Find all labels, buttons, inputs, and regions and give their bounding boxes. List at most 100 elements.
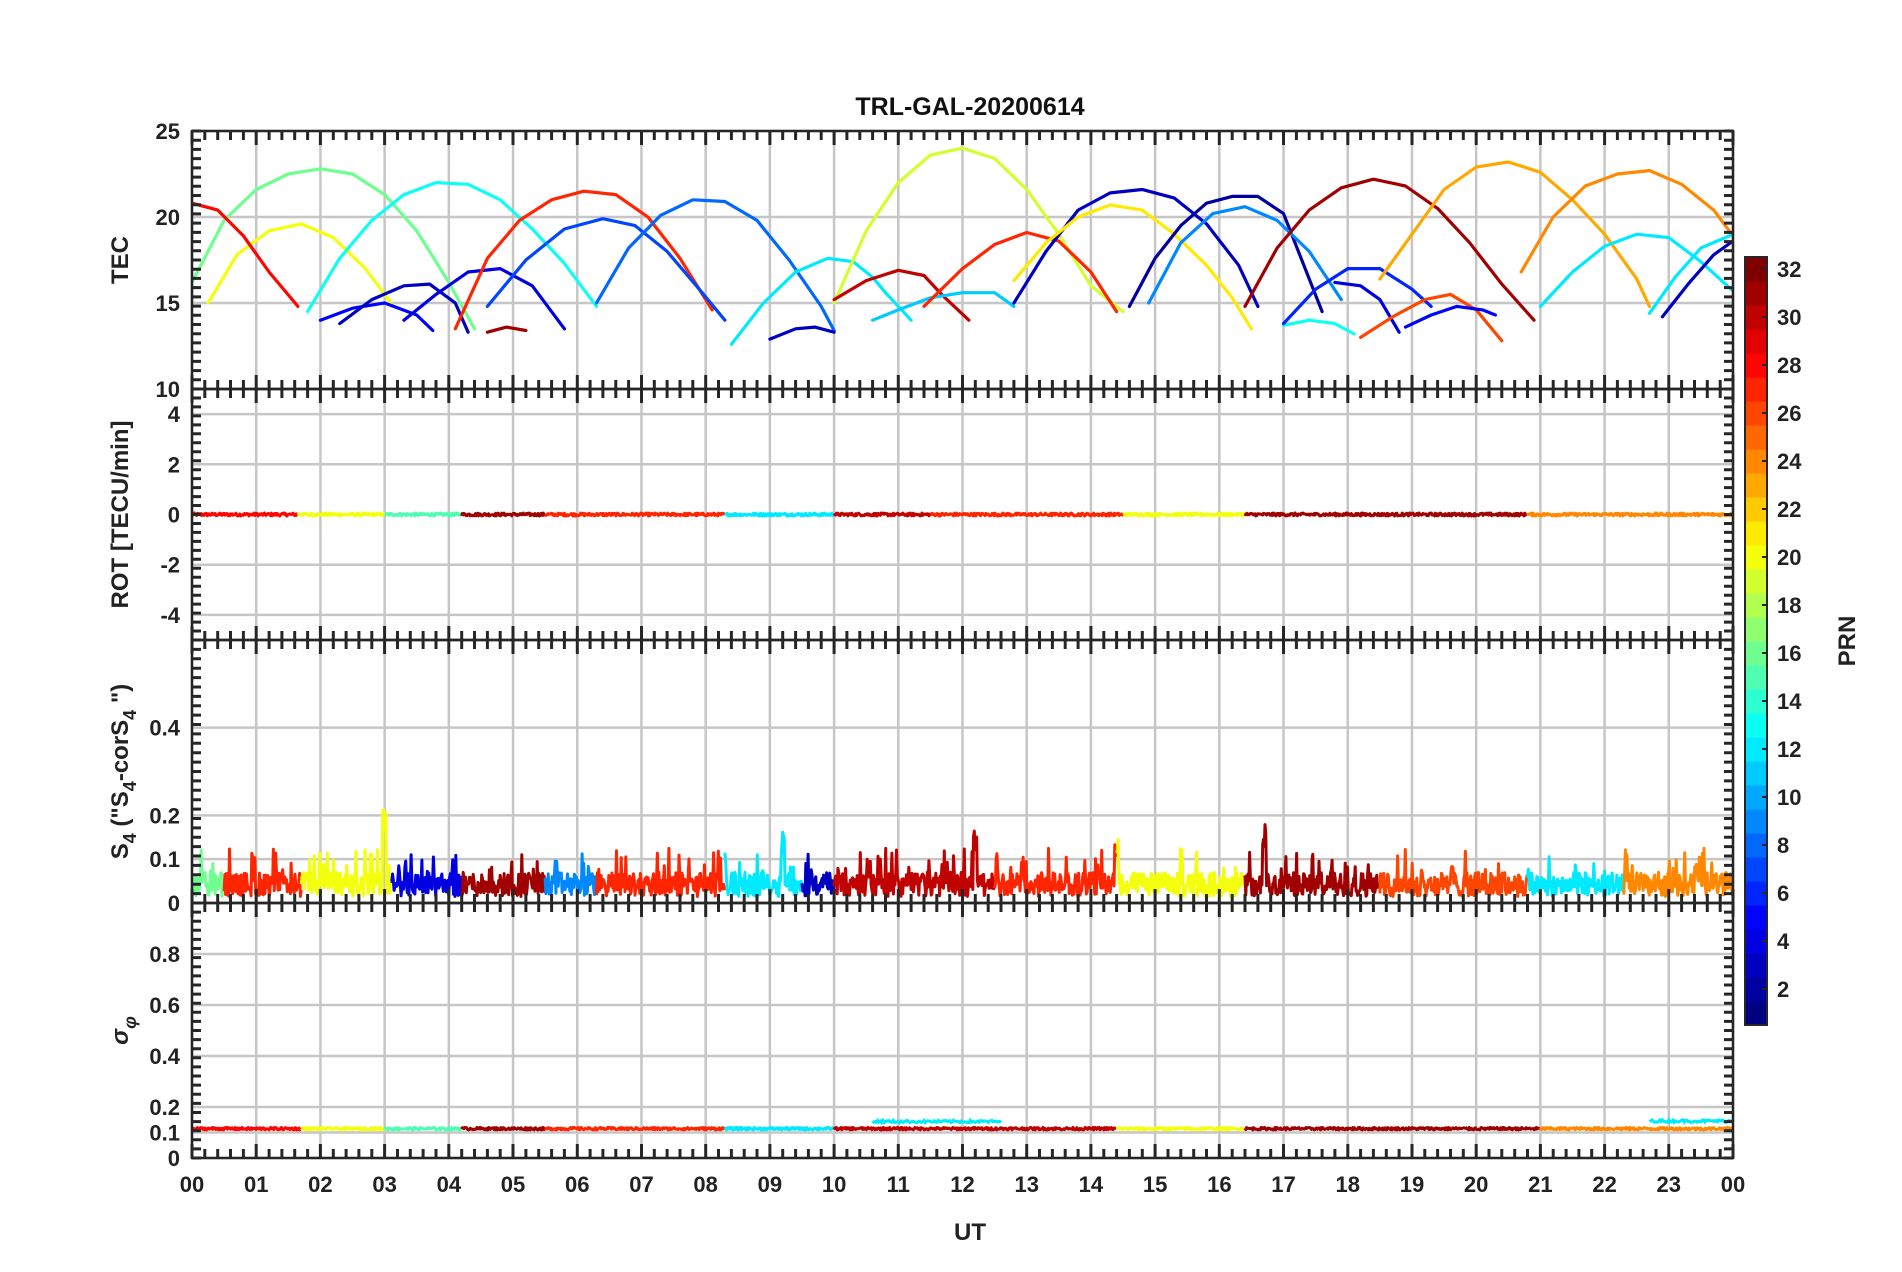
panel-sigma_phi: 00.10.2 0.4 0.6 0.8 σφ bbox=[107, 901, 1735, 1171]
colorbar-cell bbox=[1745, 929, 1767, 954]
x-tick-label: 05 bbox=[501, 1172, 525, 1197]
series-trace-prn-9 bbox=[543, 852, 598, 897]
series-trace-prn-30 bbox=[832, 511, 932, 518]
series-trace-prn-31 bbox=[1243, 1125, 1541, 1132]
colorbar-cell bbox=[1745, 545, 1767, 570]
series-trace-prn-20 bbox=[296, 511, 385, 518]
series-line-prn-27 bbox=[453, 189, 714, 331]
series-trace-prn-27 bbox=[544, 511, 726, 518]
colorbar-tick-label: 28 bbox=[1777, 353, 1801, 378]
x-tick-label: 18 bbox=[1336, 1172, 1360, 1197]
y-tick-label: 25 bbox=[156, 119, 180, 144]
y-tick-label: -4 bbox=[160, 603, 180, 628]
colorbar-cell bbox=[1745, 473, 1767, 498]
x-tick-label: 17 bbox=[1271, 1172, 1295, 1197]
x-tick-label: 15 bbox=[1143, 1172, 1167, 1197]
series-line-prn-5 bbox=[1403, 304, 1497, 329]
colorbar-cell bbox=[1745, 665, 1767, 690]
colorbar-cell bbox=[1745, 449, 1767, 474]
series-line-prn-21 bbox=[1012, 203, 1253, 331]
x-tick-label: 06 bbox=[565, 1172, 589, 1197]
series-line-prn-12 bbox=[1538, 232, 1733, 308]
colorbar-cell bbox=[1745, 689, 1767, 714]
y-tick-label: 0.8 bbox=[149, 942, 180, 967]
colorbar-cell bbox=[1745, 641, 1767, 666]
y-tick-label: 4 bbox=[168, 402, 181, 427]
colorbar-cell bbox=[1745, 833, 1767, 858]
chart-title: TRL-GAL-20200614 bbox=[855, 93, 1084, 121]
series-trace-prn-20 bbox=[300, 1125, 386, 1132]
series-line-prn-9 bbox=[1147, 205, 1343, 305]
colorbar-cell bbox=[1745, 809, 1767, 834]
y-tick-label: 0.4 bbox=[149, 1044, 180, 1069]
colorbar-cell bbox=[1745, 761, 1767, 786]
x-tick-label: 00 bbox=[180, 1172, 204, 1197]
x-tick-label: 10 bbox=[822, 1172, 846, 1197]
panel-s4: 0 0.1 0.2 0.4 S4 ("S4-corS4 ") bbox=[107, 638, 1735, 916]
colorbar-tick-label: 2 bbox=[1777, 977, 1789, 1002]
series-trace-prn-16 bbox=[192, 848, 226, 898]
colorbar-cell bbox=[1745, 521, 1767, 546]
series-trace-prn-28 bbox=[192, 1125, 303, 1132]
colorbar-cell bbox=[1745, 785, 1767, 810]
x-tick-label: 16 bbox=[1207, 1172, 1231, 1197]
x-tick-label: 19 bbox=[1400, 1172, 1424, 1197]
colorbar-cell bbox=[1745, 857, 1767, 882]
colorbar-tick-label: 8 bbox=[1777, 833, 1789, 858]
colorbar-tick-label: 12 bbox=[1777, 737, 1801, 762]
series-line-prn-27 bbox=[922, 230, 1119, 314]
colorbar-frame bbox=[1744, 256, 1768, 1026]
series-trace-prn-27 bbox=[222, 847, 303, 898]
series-line-prn-28 bbox=[192, 201, 300, 308]
x-tick-label: 14 bbox=[1079, 1172, 1104, 1197]
series-trace-prn-31 bbox=[460, 1125, 547, 1132]
colorbar-tick-label: 26 bbox=[1777, 401, 1801, 426]
y-tick-label: 0.1 bbox=[149, 1121, 180, 1146]
panel-rot: -4 -2 0 2 4 ROT [TECU/min] bbox=[107, 387, 1735, 642]
series-line-prn-23 bbox=[1378, 160, 1652, 308]
series-trace-prn-12 bbox=[1648, 1117, 1733, 1126]
colorbar-tick-label: 14 bbox=[1777, 689, 1802, 714]
series-line-prn-20 bbox=[206, 222, 393, 305]
series-trace-prn-30 bbox=[832, 829, 996, 898]
series-trace-prn-4 bbox=[390, 853, 463, 898]
series-trace-prn-28 bbox=[192, 511, 299, 518]
series-line-prn-24 bbox=[1519, 169, 1733, 274]
series-line-prn-4 bbox=[402, 267, 566, 331]
colorbar-cell bbox=[1745, 1001, 1767, 1026]
series-trace-prn-31 bbox=[1243, 823, 1382, 898]
x-tick-label: 07 bbox=[629, 1172, 653, 1197]
series-line-prn-3 bbox=[338, 282, 470, 334]
x-tick-label: 12 bbox=[950, 1172, 974, 1197]
colorbar-cell bbox=[1745, 569, 1767, 594]
series-trace-prn-27 bbox=[595, 846, 726, 898]
colorbar-cell bbox=[1745, 329, 1767, 354]
colorbar-tick-label: 20 bbox=[1777, 545, 1801, 570]
colorbar-cell bbox=[1745, 713, 1767, 738]
colorbar-cell bbox=[1745, 977, 1767, 1002]
series-group bbox=[192, 808, 1733, 898]
series-trace-prn-12 bbox=[723, 1125, 835, 1132]
y-axis-label: ROT [TECU/min] bbox=[107, 421, 134, 609]
series-trace-prn-12 bbox=[723, 830, 804, 898]
series-line-prn-31 bbox=[1243, 177, 1536, 322]
y-tick-label: 0.4 bbox=[149, 716, 180, 741]
x-tick-label: 03 bbox=[372, 1172, 396, 1197]
series-line-prn-12 bbox=[729, 256, 913, 346]
series-line-prn-13 bbox=[1281, 318, 1356, 336]
series-trace-prn-27 bbox=[929, 511, 1125, 518]
series-line-prn-19 bbox=[832, 146, 1125, 314]
series-group bbox=[192, 146, 1733, 346]
series-line-prn-7 bbox=[485, 217, 727, 322]
colorbar-tick-label: 30 bbox=[1777, 305, 1801, 330]
series-trace-prn-12 bbox=[871, 1117, 1003, 1126]
x-tick-label: 01 bbox=[244, 1172, 268, 1197]
series-line-prn-30 bbox=[832, 268, 971, 322]
series-group bbox=[192, 511, 1733, 518]
y-tick-label: 15 bbox=[156, 291, 180, 316]
colorbar-tick-label: 16 bbox=[1777, 641, 1801, 666]
series-line-prn-31 bbox=[485, 325, 528, 334]
colorbar-tick-label: 32 bbox=[1777, 257, 1801, 282]
